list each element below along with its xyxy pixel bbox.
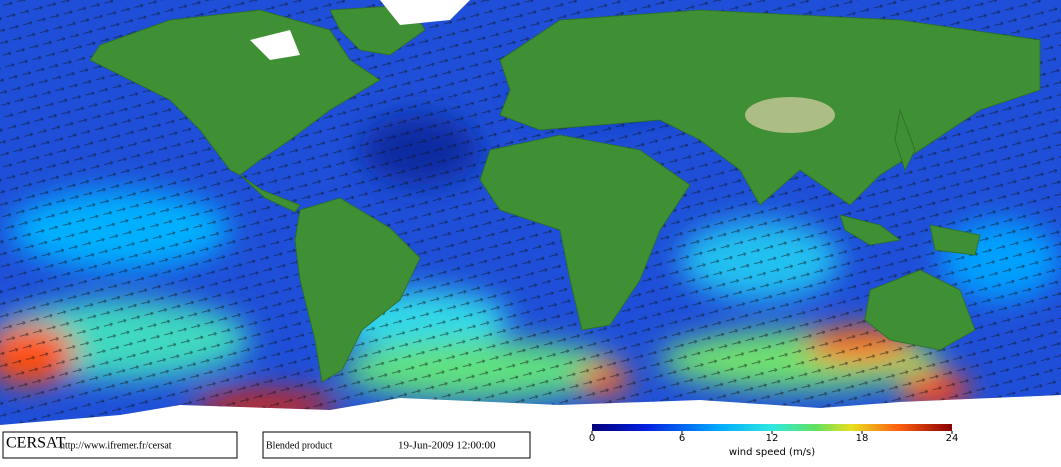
product: Blended product xyxy=(266,440,333,451)
colorbar xyxy=(592,424,952,431)
ice xyxy=(0,0,1061,432)
colorbar-tick-label: 6 xyxy=(679,433,685,444)
colorbar-tick-label: 0 xyxy=(589,433,595,444)
colorbar-tick-label: 18 xyxy=(856,433,869,444)
url: http://www.ifremer.fr/cersat xyxy=(60,440,172,451)
logo: CERSAT xyxy=(6,435,66,452)
colorbar-ticks: 0 6 12 18 24 xyxy=(589,431,959,444)
timestamp: 19-Jun-2009 12:00:00 xyxy=(398,440,496,452)
colorbar-label: wind speed (m/s) xyxy=(729,447,815,458)
colorbar-tick-label: 12 xyxy=(766,433,779,444)
product-box xyxy=(262,431,531,459)
plateau xyxy=(745,97,835,133)
logo-box xyxy=(2,431,238,459)
colorbar-tick-label: 24 xyxy=(946,433,959,444)
